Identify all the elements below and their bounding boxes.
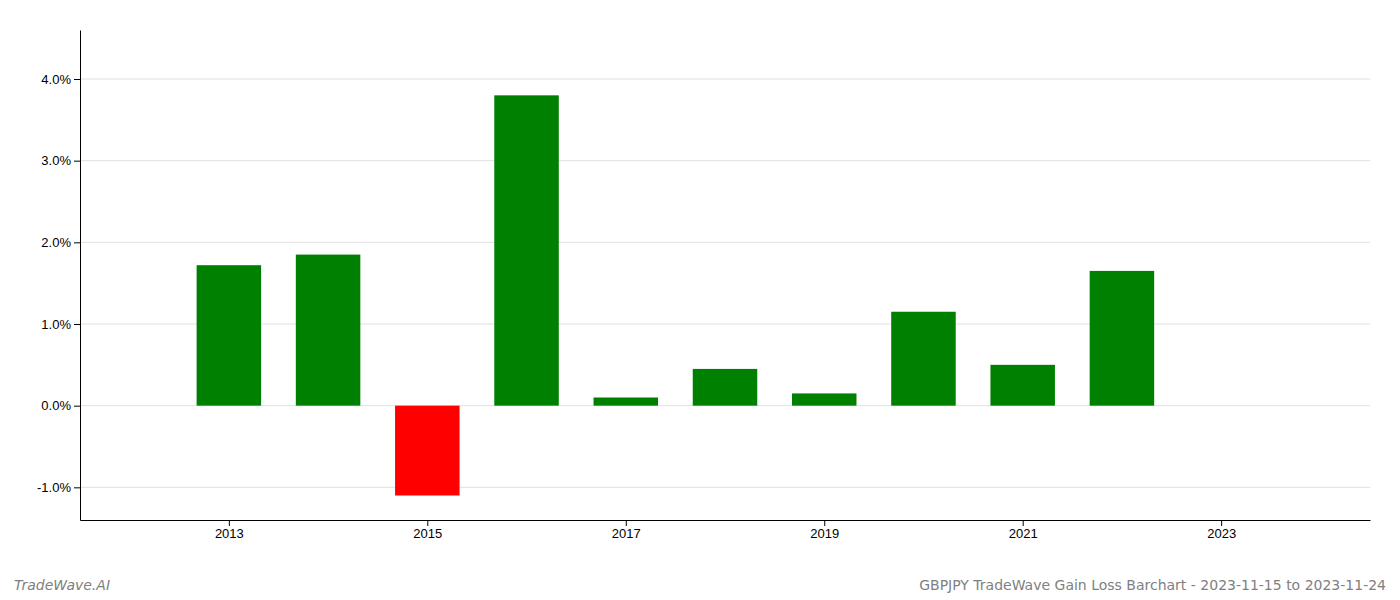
tick-label: 2019 xyxy=(810,526,839,541)
bar xyxy=(395,406,460,496)
bar xyxy=(296,255,361,406)
grid-line xyxy=(80,487,1370,488)
x-tick: 2017 xyxy=(612,520,641,541)
y-tick: 4.0% xyxy=(41,72,80,87)
tick-label: 2.0% xyxy=(41,235,71,250)
y-tick: 2.0% xyxy=(41,235,80,250)
bar xyxy=(197,265,262,405)
y-tick: 0.0% xyxy=(41,398,80,413)
grid xyxy=(80,79,1370,487)
bar xyxy=(891,312,956,406)
footer-right: GBPJPY TradeWave Gain Loss Barchart - 20… xyxy=(919,577,1386,593)
bars xyxy=(197,95,1155,495)
tick-mark xyxy=(74,242,80,243)
tick-mark xyxy=(74,79,80,80)
plot: -1.0%0.0%1.0%2.0%3.0%4.0%201320152017201… xyxy=(37,31,1370,542)
tick-label: 4.0% xyxy=(41,72,71,87)
footer-left: TradeWave.AI xyxy=(14,577,110,593)
tick-label: 2015 xyxy=(413,526,442,541)
tick-mark xyxy=(1221,520,1222,526)
tick-mark xyxy=(626,520,627,526)
tick-mark xyxy=(74,161,80,162)
chart: -1.0%0.0%1.0%2.0%3.0%4.0%201320152017201… xyxy=(0,0,1400,600)
tick-mark xyxy=(229,520,230,526)
y-axis: -1.0% 0.0% 1.0% 2.0% 3.0% 4.0% xyxy=(37,31,80,521)
grid-line xyxy=(80,324,1370,325)
grid-line xyxy=(80,242,1370,243)
y-tick: -1.0% xyxy=(37,480,80,495)
tick-mark xyxy=(74,324,80,325)
tick-mark xyxy=(1023,520,1024,526)
x-tick: 2023 xyxy=(1207,520,1236,541)
y-tick: 1.0% xyxy=(41,317,80,332)
tick-label: 0.0% xyxy=(41,398,71,413)
axis-line xyxy=(81,520,1371,521)
bar xyxy=(990,365,1055,406)
axis-line xyxy=(80,31,81,521)
tick-label: 2017 xyxy=(612,526,641,541)
tick-label: -1.0% xyxy=(37,480,71,495)
bar xyxy=(494,95,559,405)
tick-label: 2013 xyxy=(215,526,244,541)
bar xyxy=(1090,271,1155,406)
bar xyxy=(594,398,659,406)
grid-line xyxy=(80,160,1370,161)
x-tick: 2013 xyxy=(215,520,244,541)
grid-line xyxy=(80,79,1370,80)
tick-label: 1.0% xyxy=(41,317,71,332)
bar xyxy=(693,369,758,406)
x-tick: 2019 xyxy=(810,520,839,541)
x-tick: 2015 xyxy=(413,520,442,541)
bar xyxy=(792,393,857,405)
tick-mark xyxy=(74,406,80,407)
tick-label: 2023 xyxy=(1207,526,1236,541)
tick-label: 2021 xyxy=(1009,526,1038,541)
tick-mark xyxy=(824,520,825,526)
x-axis: 2013 2015 2017 2019 2021 2023 xyxy=(81,520,1371,541)
y-tick: 3.0% xyxy=(41,153,80,168)
x-tick: 2021 xyxy=(1009,520,1038,541)
tick-mark xyxy=(427,520,428,526)
tick-label: 3.0% xyxy=(41,153,71,168)
tick-mark xyxy=(74,487,80,488)
